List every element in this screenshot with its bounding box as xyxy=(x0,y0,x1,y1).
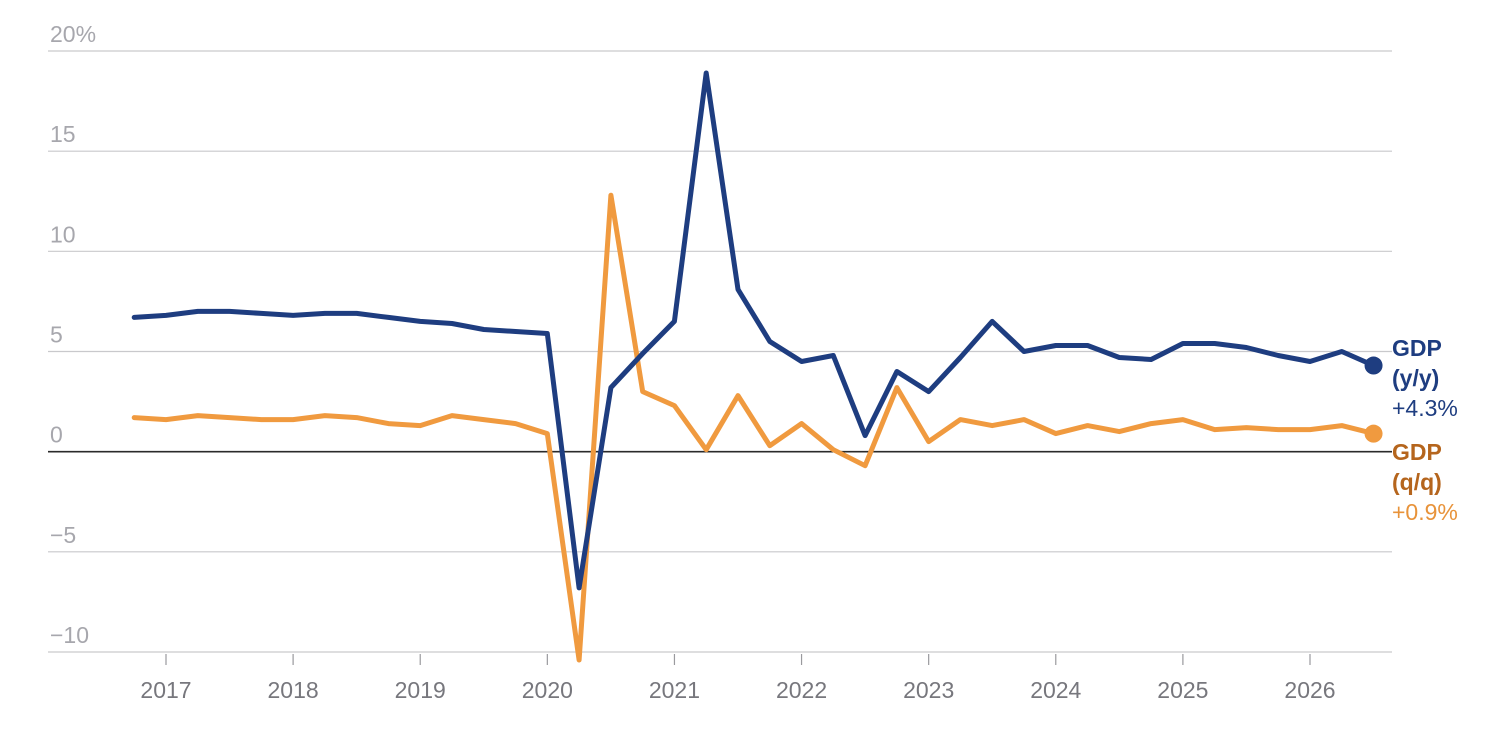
x-tick-label: 2022 xyxy=(776,677,827,703)
x-tick-label: 2025 xyxy=(1157,677,1208,703)
series-label: GDP xyxy=(1392,439,1442,465)
x-tick-label: 2026 xyxy=(1284,677,1335,703)
x-tick-label: 2017 xyxy=(140,677,191,703)
y-tick-label: −10 xyxy=(50,622,89,648)
end-marker-gdp-yy xyxy=(1364,356,1383,375)
y-axis-ticks: −10 −5 0 5 10 15 20% xyxy=(50,21,96,648)
series-line-gdp-qq xyxy=(131,192,1377,663)
y-tick-label: 20% xyxy=(50,21,96,47)
y-tick-label: 0 xyxy=(50,422,63,448)
y-tick-label: 10 xyxy=(50,221,76,247)
end-marker-gdp-qq xyxy=(1364,424,1383,443)
series-end-value: +4.3% xyxy=(1392,395,1458,421)
y-tick-label: 15 xyxy=(50,121,76,147)
series-line-gdp-yy xyxy=(131,70,1377,591)
x-tick-label: 2020 xyxy=(522,677,573,703)
series-label: (y/y) xyxy=(1392,365,1439,391)
x-tick-label: 2018 xyxy=(268,677,319,703)
x-tick-label: 2019 xyxy=(395,677,446,703)
y-tick-label: 5 xyxy=(50,322,63,348)
x-tick-label: 2024 xyxy=(1030,677,1081,703)
series-end-value: +0.9% xyxy=(1392,499,1458,525)
end-labels: GDP (y/y) +4.3% GDP (q/q) +0.9% xyxy=(1392,335,1458,525)
x-tick-label: 2023 xyxy=(903,677,954,703)
y-tick-label: −5 xyxy=(50,522,76,548)
x-tick-label: 2021 xyxy=(649,677,700,703)
x-axis-ticks: 2017 2018 2019 2020 2021 2022 2023 2024 2025 2026 xyxy=(140,654,1336,703)
series-lines xyxy=(131,70,1383,663)
series-label: (q/q) xyxy=(1392,469,1442,495)
grid xyxy=(48,50,1392,653)
series-label: GDP xyxy=(1392,335,1442,361)
